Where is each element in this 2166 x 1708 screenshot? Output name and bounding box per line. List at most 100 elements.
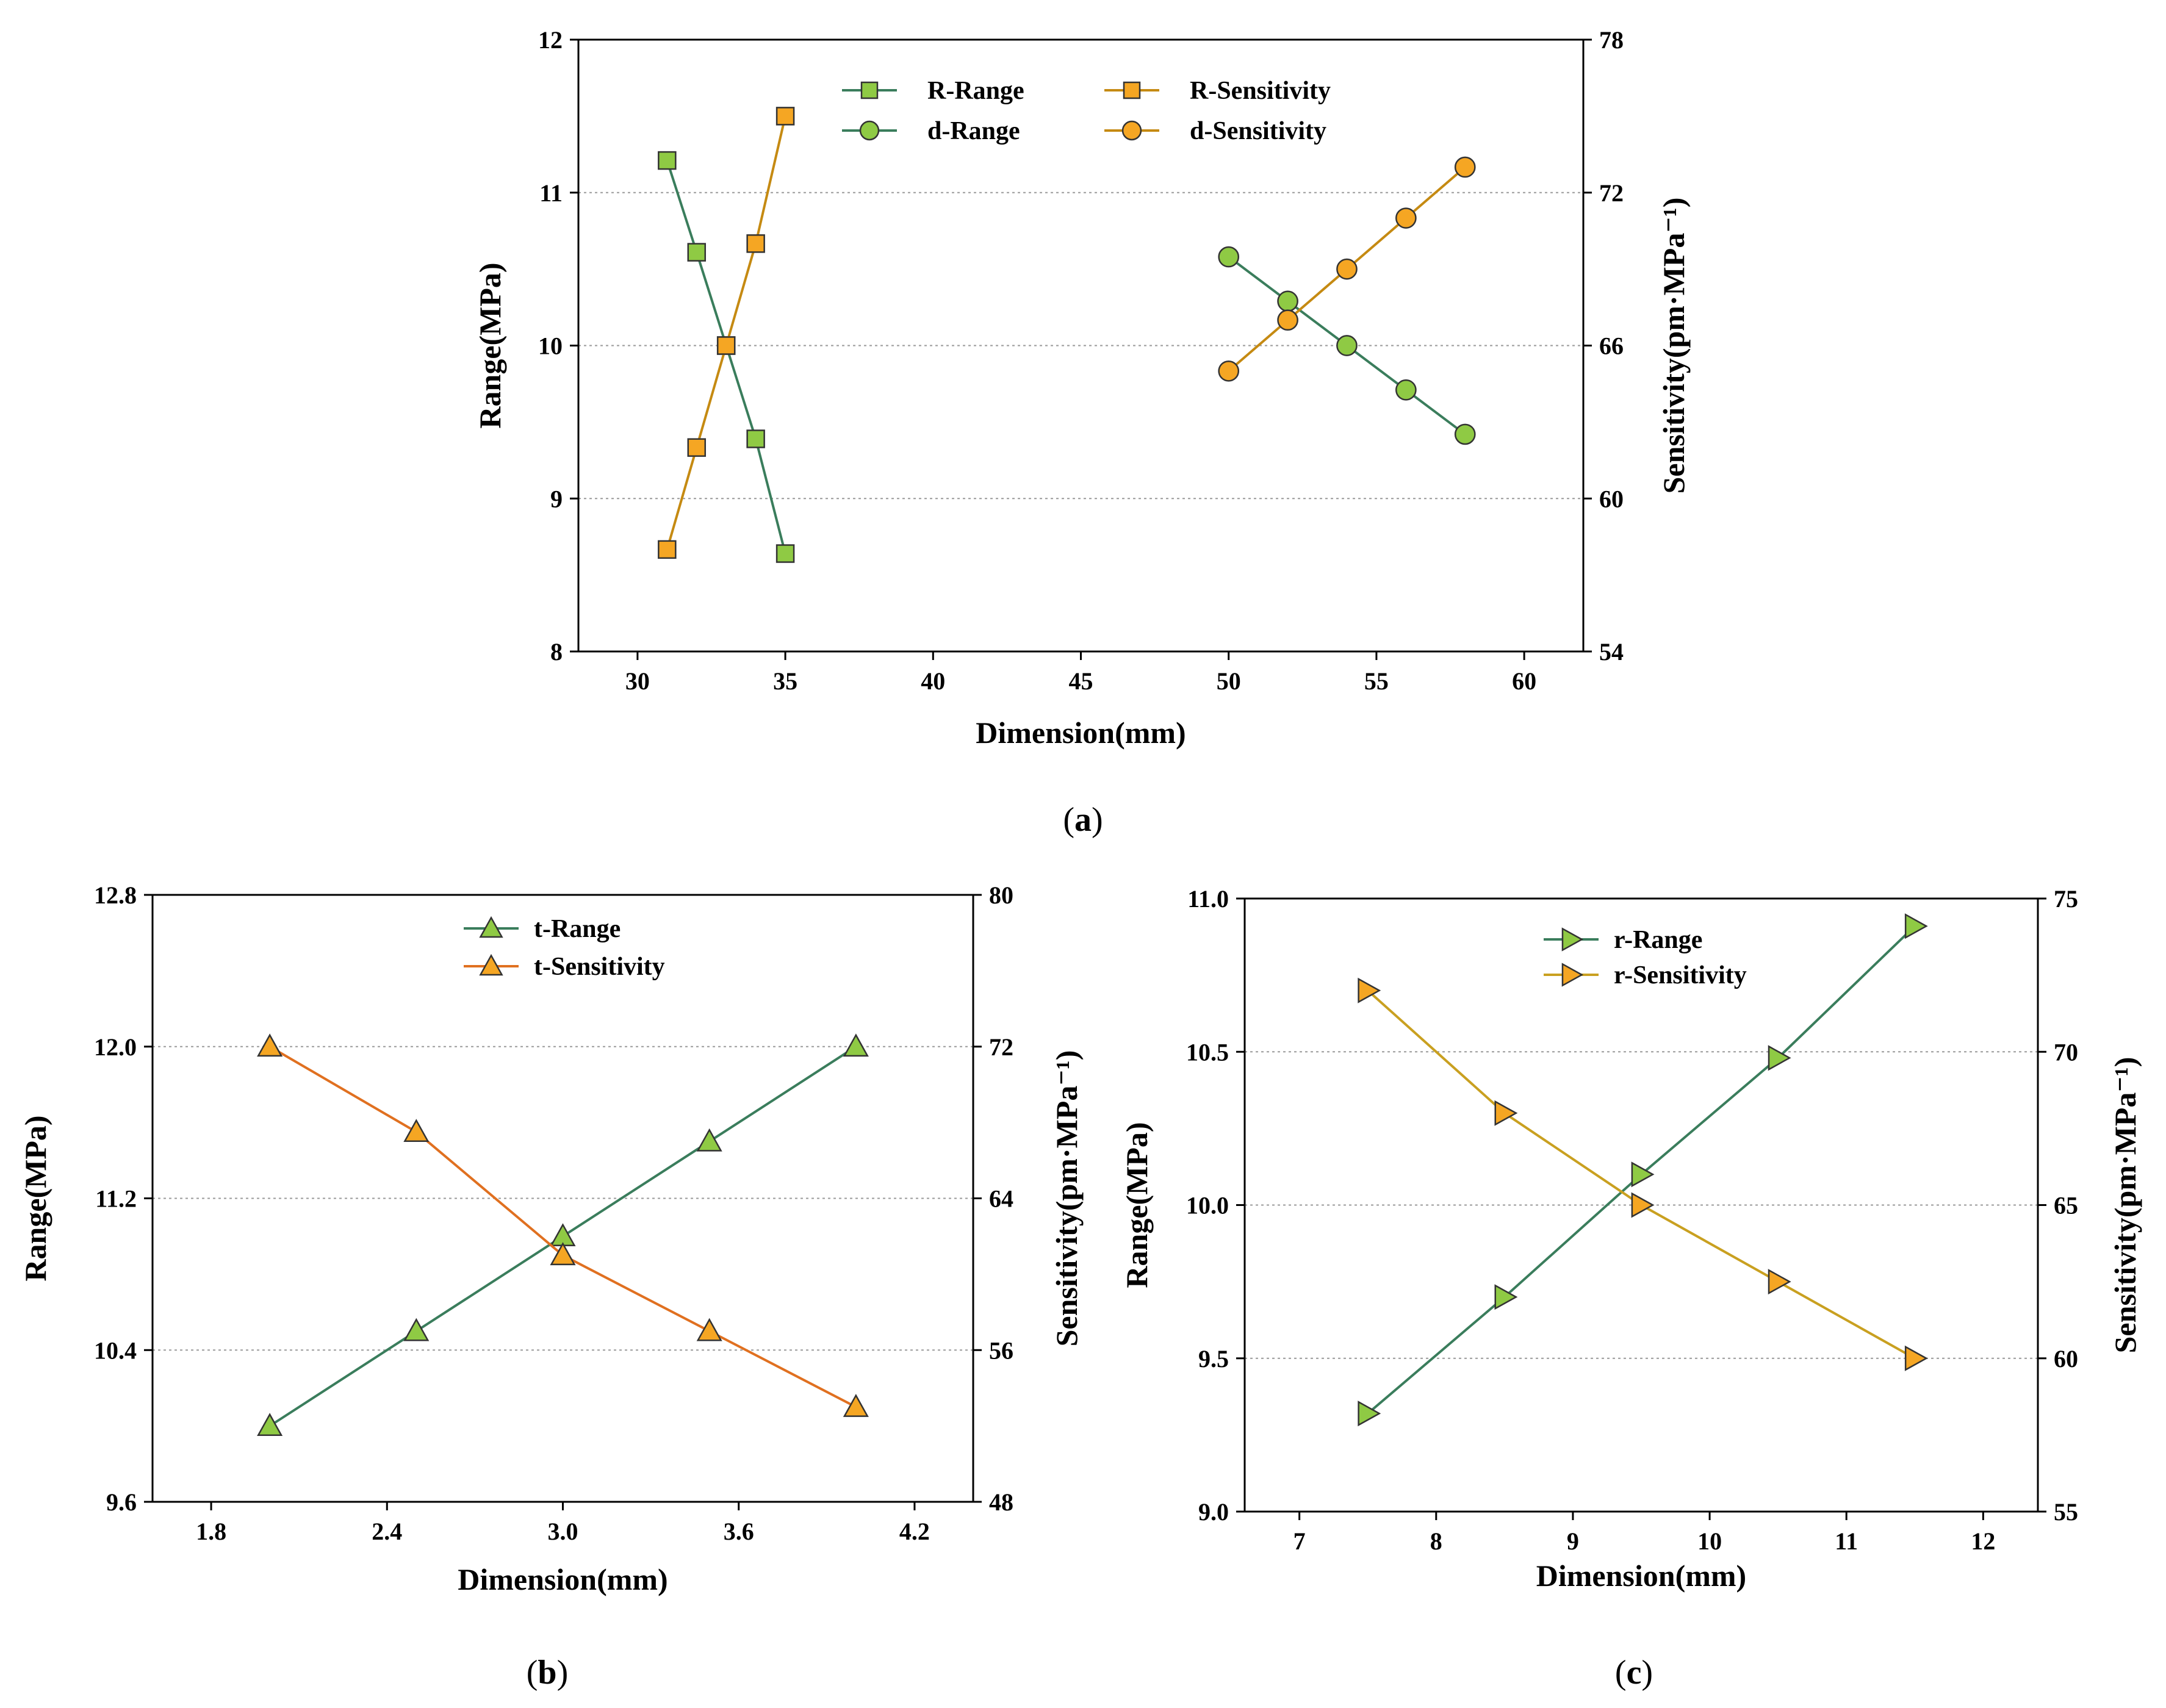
legend-label: t-Range: [534, 915, 621, 943]
y-right-axis-label: Sensitivity(pm·MPa⁻¹): [2108, 1057, 2142, 1354]
y-left-tick-label: 11: [539, 179, 563, 207]
x-tick-label: 3.0: [548, 1518, 578, 1545]
x-tick-label: 55: [1364, 667, 1389, 695]
point-d-sensitivity: [1218, 360, 1240, 382]
legend-marker: [1561, 963, 1584, 987]
y-left-tick-label: 10.5: [1186, 1038, 1229, 1066]
legend-label: R-Sensitivity: [1190, 77, 1331, 105]
y-right-tick-label: 60: [1599, 485, 1624, 512]
legend-label: R-Range: [927, 77, 1024, 105]
x-tick-label: 4.2: [899, 1518, 930, 1545]
y-right-tick-label: 72: [1599, 179, 1624, 207]
legend-label: r-Sensitivity: [1614, 961, 1747, 989]
point-d-sensitivity: [1395, 207, 1417, 229]
point-r-sensitivity: [658, 540, 677, 559]
y-right-tick-label: 55: [2054, 1498, 2078, 1526]
point-d-range: [1218, 246, 1240, 268]
point-r-sensitivity: [775, 107, 795, 126]
point-t-sensitivity: [696, 1318, 722, 1341]
point-t-range: [257, 1413, 283, 1436]
point-r-sensitivity: [1768, 1269, 1791, 1295]
point-r-sensitivity: [746, 234, 765, 253]
legend-marker: [479, 953, 503, 976]
point-r-range: [1631, 1161, 1655, 1188]
point-d-sensitivity: [1454, 156, 1476, 178]
legend-marker: [1121, 120, 1142, 141]
y-left-tick-label: 9.6: [106, 1488, 137, 1516]
legend-label: d-Range: [927, 117, 1020, 145]
point-r-sensitivity: [716, 336, 736, 355]
point-t-range: [696, 1128, 722, 1152]
y-right-tick-label: 70: [2054, 1038, 2078, 1066]
legend-marker: [1561, 927, 1584, 952]
point-r-range: [658, 151, 677, 170]
panel-c: 7 8 9 10 11 12 9.0 9.5 10.0 10.5 11.0 55 60 65 70 75 Dim…: [1120, 885, 2142, 1593]
y-right-tick-label: 56: [989, 1337, 1013, 1364]
y-left-tick-label: 12.0: [94, 1033, 137, 1061]
y-right-tick-label: 60: [2054, 1345, 2078, 1372]
x-tick-label: 2.4: [372, 1518, 402, 1545]
x-axis-label: Dimension(mm): [976, 716, 1186, 750]
x-axis-label: Dimension(mm): [1536, 1559, 1746, 1593]
y-right-tick-label: 48: [989, 1488, 1013, 1516]
y-left-tick-label: 10: [538, 332, 563, 360]
point-r-sensitivity: [1494, 1100, 1518, 1126]
legend-marker: [860, 81, 879, 99]
point-r-range: [1358, 1401, 1381, 1427]
point-d-range: [1277, 290, 1298, 312]
x-tick-label: 45: [1069, 667, 1093, 695]
legend-marker: [479, 916, 503, 938]
point-t-range: [403, 1318, 430, 1341]
y-right-tick-label: 64: [989, 1185, 1013, 1213]
point-r-range: [746, 429, 765, 448]
point-r-range: [1494, 1284, 1518, 1310]
point-d-range: [1454, 423, 1476, 445]
x-tick-label: 7: [1293, 1527, 1306, 1555]
y-left-tick-label: 8: [550, 638, 563, 666]
point-r-sensitivity: [1358, 977, 1381, 1003]
legend-marker: [859, 120, 880, 141]
y-left-tick-label: 12: [538, 26, 563, 54]
y-left-tick-label: 10.4: [94, 1337, 137, 1364]
x-tick-label: 50: [1217, 667, 1241, 695]
y-left-tick-label: 9.0: [1198, 1498, 1229, 1526]
series-line-r-range: [666, 160, 787, 554]
y-right-tick-label: 54: [1599, 638, 1624, 666]
x-tick-label: 40: [921, 667, 945, 695]
x-tick-label: 60: [1512, 667, 1536, 695]
y-left-tick-label: 11.2: [95, 1185, 137, 1213]
x-axis-label: Dimension(mm): [458, 1562, 667, 1596]
point-r-sensitivity: [687, 438, 707, 457]
y-left-axis-label: Range(MPa): [18, 1115, 52, 1281]
point-r-sensitivity: [1904, 1345, 1928, 1371]
caption-b: (b): [527, 1654, 568, 1692]
point-d-sensitivity: [1277, 309, 1298, 331]
point-t-sensitivity: [403, 1119, 430, 1143]
panel-a: 30 35 40 45 50 55 60 8 9 10 11 12 54 60 66 72 78 Dimensio…: [473, 26, 1691, 750]
legend-label: r-Range: [1614, 926, 1702, 954]
point-r-sensitivity: [1631, 1192, 1655, 1218]
point-d-range: [1395, 379, 1417, 401]
x-tick-label: 30: [625, 667, 650, 695]
point-r-range: [775, 544, 795, 563]
x-tick-label: 9: [1567, 1527, 1579, 1555]
panel-b: 1.8 2.4 3.0 3.6 4.2 9.6 10.4 11.2 12.0 12.8 48 56 64…: [18, 881, 1084, 1596]
point-t-sensitivity: [257, 1033, 283, 1057]
x-tick-label: 8: [1430, 1527, 1442, 1555]
y-right-tick-label: 65: [2054, 1192, 2078, 1219]
y-left-axis-label: Range(MPa): [473, 262, 507, 428]
point-r-range: [1768, 1045, 1791, 1071]
point-t-sensitivity: [843, 1394, 869, 1417]
point-r-range: [687, 243, 707, 262]
point-r-range: [1904, 913, 1928, 939]
y-left-tick-label: 11.0: [1187, 885, 1229, 913]
caption-a: (a): [1063, 801, 1103, 839]
y-right-axis-label: Sensitivity(pm·MPa⁻¹): [1657, 198, 1691, 494]
y-left-tick-label: 12.8: [94, 881, 137, 909]
legend-label: d-Sensitivity: [1190, 117, 1326, 145]
x-tick-label: 12: [1971, 1527, 1995, 1555]
y-left-axis-label: Range(MPa): [1120, 1122, 1154, 1288]
y-left-tick-label: 10.0: [1186, 1192, 1229, 1219]
point-t-range: [843, 1033, 869, 1057]
